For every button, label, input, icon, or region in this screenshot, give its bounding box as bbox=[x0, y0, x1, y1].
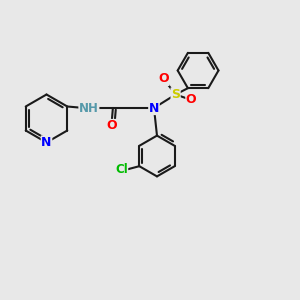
Text: O: O bbox=[106, 119, 117, 133]
Text: N: N bbox=[41, 136, 52, 149]
Text: S: S bbox=[171, 88, 180, 101]
Text: O: O bbox=[158, 72, 169, 86]
Text: O: O bbox=[186, 93, 196, 106]
Text: N: N bbox=[149, 101, 159, 115]
Text: Cl: Cl bbox=[115, 163, 128, 176]
Text: NH: NH bbox=[79, 101, 99, 115]
